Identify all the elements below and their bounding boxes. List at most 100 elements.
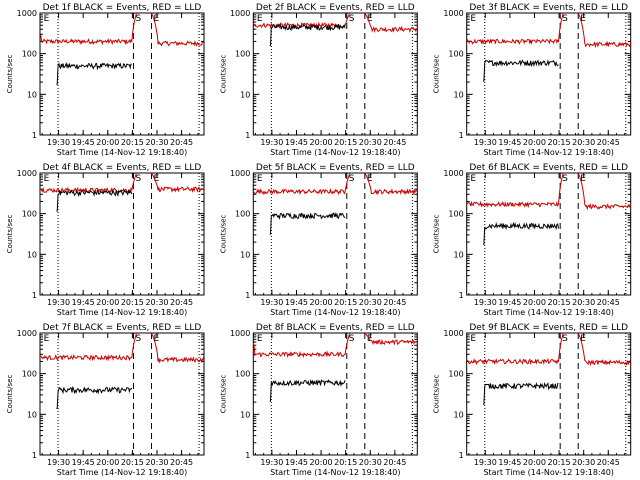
marker-label: E xyxy=(154,14,160,24)
y-tick-label: 1000 xyxy=(17,9,37,18)
x-tick-label: 20:15 xyxy=(334,458,357,467)
y-tick-label: 1 xyxy=(459,291,464,300)
plot-frame xyxy=(252,12,418,136)
y-axis-label: Counts/sec xyxy=(6,215,14,254)
x-tick-label: 20:30 xyxy=(145,138,168,147)
marker-label: E xyxy=(470,174,476,184)
x-tick-label: 20:15 xyxy=(548,298,571,307)
y-tick-label: 10 xyxy=(240,90,250,99)
x-tick-label: 20:15 xyxy=(334,298,357,307)
x-tick-label: 20:45 xyxy=(383,298,406,307)
detector-panel: Det 1f BLACK = Events, RED = LLD 1 10 100 10… xyxy=(6,3,205,157)
detector-panel: Det 8f BLACK = Events, RED = LLD 1 10 100 10… xyxy=(219,323,418,477)
lld-series-line xyxy=(253,13,418,34)
marker-label: E xyxy=(154,174,160,184)
y-tick-label: 100 xyxy=(235,210,250,219)
lld-series-line xyxy=(253,173,418,196)
x-tick-label: 19:30 xyxy=(474,298,497,307)
lld-series-line xyxy=(253,333,418,359)
plot-frame xyxy=(466,332,632,456)
x-tick-label: 20:45 xyxy=(597,138,620,147)
y-tick-label: 100 xyxy=(22,50,37,59)
y-tick-label: 1000 xyxy=(443,9,463,18)
x-tick-label: 19:30 xyxy=(474,138,497,147)
x-tick-label: 19:45 xyxy=(498,298,521,307)
x-axis-label: Start Time (14-Nov-12 19:18:40) xyxy=(270,148,400,157)
marker-label: S xyxy=(562,334,568,344)
y-tick-label: 100 xyxy=(235,370,250,379)
x-tick-label: 20:15 xyxy=(121,138,144,147)
x-tick-label: 20:00 xyxy=(310,458,333,467)
x-tick-label: 20:00 xyxy=(96,458,119,467)
marker-label: E xyxy=(44,14,50,24)
y-tick-label: 100 xyxy=(22,370,37,379)
events-series-line xyxy=(269,22,346,47)
detector-panel: Det 5f BLACK = Events, RED = LLD 1 10 100 10… xyxy=(219,163,418,317)
panel-title: Det 5f BLACK = Events, RED = LLD xyxy=(256,163,415,173)
panel-title: Det 9f BLACK = Events, RED = LLD xyxy=(469,323,628,333)
panel-title: Det 6f BLACK = Events, RED = LLD xyxy=(469,163,628,173)
lld-series-line xyxy=(466,333,631,367)
y-tick-label: 1000 xyxy=(230,9,250,18)
x-axis-label: Start Time (14-Nov-12 19:18:40) xyxy=(57,308,187,317)
marker-label: E xyxy=(470,334,476,344)
x-tick-label: 19:30 xyxy=(47,298,70,307)
y-tick-label: 100 xyxy=(448,50,463,59)
marker-label: S xyxy=(562,174,568,184)
x-tick-label: 19:45 xyxy=(72,298,95,307)
y-axis-label: Counts/sec xyxy=(433,215,441,254)
x-axis-label: Start Time (14-Nov-12 19:18:40) xyxy=(483,308,613,317)
marker-label: S xyxy=(349,334,355,344)
plot-frame xyxy=(39,172,205,296)
events-series-line xyxy=(269,378,346,402)
marker-label: E xyxy=(154,334,160,344)
x-tick-label: 19:45 xyxy=(72,138,95,147)
detector-panel: Det 7f BLACK = Events, RED = LLD 1 10 100 10… xyxy=(6,323,205,477)
panel-title: Det 8f BLACK = Events, RED = LLD xyxy=(256,323,415,333)
x-tick-label: 19:45 xyxy=(285,298,308,307)
x-axis-label: Start Time (14-Nov-12 19:18:40) xyxy=(270,468,400,477)
x-axis-label: Start Time (14-Nov-12 19:18:40) xyxy=(483,468,613,477)
panel-title: Det 1f BLACK = Events, RED = LLD xyxy=(43,3,202,13)
y-axis-label: Counts/sec xyxy=(433,55,441,94)
x-tick-label: 20:30 xyxy=(572,138,595,147)
panel-title: Det 2f BLACK = Events, RED = LLD xyxy=(256,3,415,13)
panel-title: Det 7f BLACK = Events, RED = LLD xyxy=(43,323,202,333)
x-tick-label: 19:30 xyxy=(260,298,283,307)
detector-panel: Det 9f BLACK = Events, RED = LLD 1 10 100 10… xyxy=(433,323,632,477)
marker-label: S xyxy=(349,14,355,24)
x-tick-label: 19:45 xyxy=(285,458,308,467)
x-tick-label: 20:45 xyxy=(597,298,620,307)
marker-label: E xyxy=(257,174,263,184)
y-tick-label: 1000 xyxy=(17,329,37,338)
y-tick-label: 1 xyxy=(245,451,250,460)
y-tick-label: 10 xyxy=(27,90,37,99)
detector-panel: Det 4f BLACK = Events, RED = LLD 1 10 100 10… xyxy=(6,163,205,317)
y-tick-label: 10 xyxy=(240,250,250,259)
lld-series-line xyxy=(466,173,631,211)
y-tick-label: 1 xyxy=(32,131,37,140)
y-tick-label: 10 xyxy=(454,410,464,419)
y-tick-label: 1000 xyxy=(17,169,37,178)
panel-title: Det 3f BLACK = Events, RED = LLD xyxy=(469,3,628,13)
events-series-line xyxy=(483,381,559,405)
y-axis-label: Counts/sec xyxy=(6,55,14,94)
events-series-line xyxy=(56,386,133,409)
marker-label: S xyxy=(135,334,141,344)
marker-label: E xyxy=(367,14,373,24)
x-tick-label: 20:30 xyxy=(359,458,382,467)
y-tick-label: 1 xyxy=(459,451,464,460)
y-tick-label: 10 xyxy=(454,90,464,99)
x-tick-label: 20:30 xyxy=(145,458,168,467)
y-tick-label: 1 xyxy=(32,291,37,300)
y-tick-label: 1000 xyxy=(443,169,463,178)
x-tick-label: 20:45 xyxy=(170,458,193,467)
marker-label: E xyxy=(44,174,50,184)
events-series-line xyxy=(56,188,133,212)
x-axis-label: Start Time (14-Nov-12 19:18:40) xyxy=(483,148,613,157)
y-tick-label: 100 xyxy=(22,210,37,219)
x-tick-label: 20:00 xyxy=(523,298,546,307)
x-tick-label: 19:45 xyxy=(498,458,521,467)
marker-label: S xyxy=(135,174,141,184)
y-tick-label: 1000 xyxy=(443,329,463,338)
